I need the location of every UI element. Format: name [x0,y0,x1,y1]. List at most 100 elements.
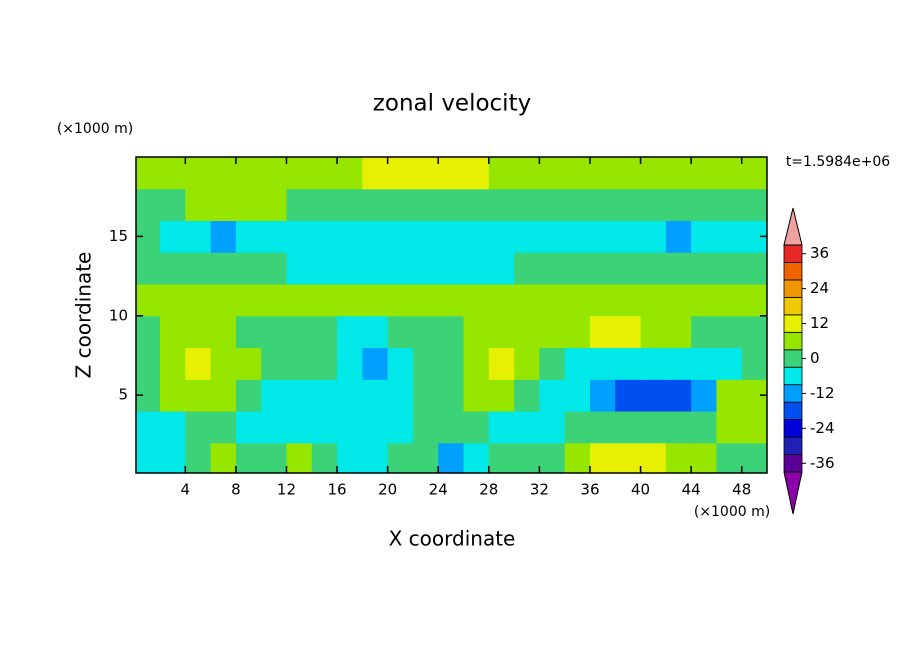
plot-frame [135,156,768,474]
field-cell [136,252,161,285]
field-cell [741,442,767,473]
field-cell [741,347,767,380]
field-cell [286,220,313,253]
field-cell [716,379,743,412]
field-cell [615,188,642,222]
x-tick-label: 40 [631,481,650,499]
field-cell [589,411,616,444]
field-cell [665,284,692,317]
field-cell [691,347,717,380]
field-cell [640,315,667,349]
y-axis-label: Z coordinate [72,252,96,379]
field-cell [286,411,313,444]
field-cell [235,252,262,285]
field-cell [185,411,212,444]
field-cell [691,442,717,473]
field-cell [691,411,717,444]
x-tick-label: 24 [429,481,448,499]
field-cell [564,284,591,317]
field-cell [136,157,161,190]
field-cell [665,252,692,285]
field-cell [362,347,389,380]
field-cell [665,442,692,473]
field-cell [210,220,237,253]
field-cell [412,284,439,317]
field-cell [463,442,490,473]
field-cell [185,442,212,473]
field-cell [362,379,389,412]
field-cell [488,252,515,285]
field-cell [615,220,642,253]
field-cell [136,411,161,444]
colorbar-box [783,349,803,368]
field-cell [640,411,667,444]
field-cell [337,315,363,349]
field-cell [640,188,667,222]
field-cell [261,315,287,349]
field-cell [488,442,515,473]
field-cell [235,188,262,222]
field-cell [463,284,490,317]
field-cell [210,379,237,412]
field-cell [691,188,717,222]
field-cell [387,188,414,222]
field-cell [261,347,287,380]
field-cell [716,188,743,222]
field-cell [589,315,616,349]
field-cell [640,442,667,473]
field-cell [311,220,338,253]
field-cell [539,252,566,285]
field-cell [311,379,338,412]
field-cell [691,252,717,285]
colorbar-tick-label: 36 [810,244,829,262]
field-cell [539,220,566,253]
field-cell [337,188,363,222]
field-cell [235,157,262,190]
field-cell [136,315,161,349]
field-cell [665,220,692,253]
field-cell [640,347,667,380]
field-cell [286,442,313,473]
field-cell [615,252,642,285]
field-cell [136,188,161,222]
field-cell [589,220,616,253]
annotation: t=1.5984e+06 [786,154,890,170]
field-cell [362,220,389,253]
field-cell [665,157,692,190]
field-cell [261,252,287,285]
field-cell [589,284,616,317]
field-cell [286,157,313,190]
field-cell [741,157,767,190]
field-cell [514,188,540,222]
field-cell [564,252,591,285]
field-cell [136,347,161,380]
field-cell [640,220,667,253]
field-cell [514,315,540,349]
field-cell [463,157,490,190]
colorbar-box [783,454,803,473]
field-cell [311,442,338,473]
field-cell [261,379,287,412]
field-cell [564,157,591,190]
field-cell [362,284,389,317]
field-cell [210,315,237,349]
x-axis-label: X coordinate [389,527,516,551]
field-cell [640,252,667,285]
field-cell [210,188,237,222]
y-tick-label: 10 [109,306,128,324]
field-cell [564,220,591,253]
field-cell [589,157,616,190]
field-cell [539,315,566,349]
field-cell [286,347,313,380]
field-cell [741,188,767,222]
field-cell [160,347,186,380]
field-cell [514,347,540,380]
field-cell [539,284,566,317]
colorbar-tick-label: -36 [810,454,835,472]
field-cell [387,411,414,444]
field-cell [438,157,465,190]
field-cell [412,379,439,412]
field-cell [311,315,338,349]
field-cell [615,284,642,317]
